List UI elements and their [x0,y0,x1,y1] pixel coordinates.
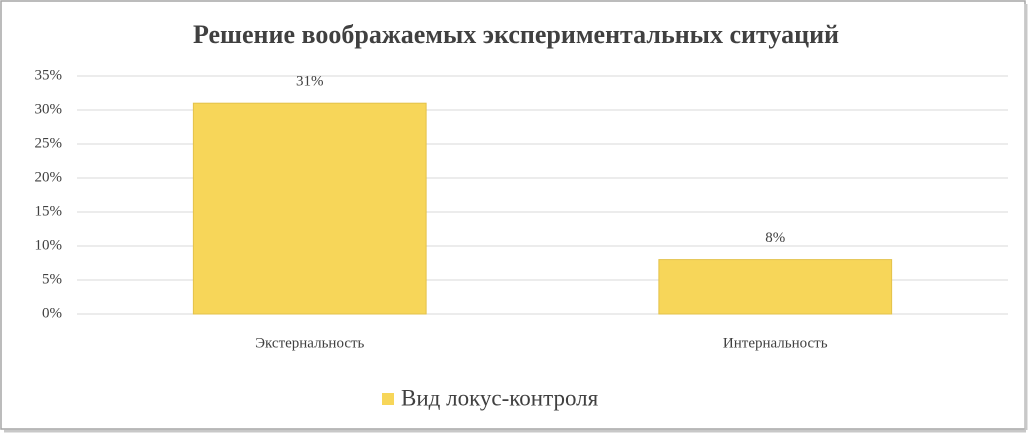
y-tick-label: 15% [35,203,63,219]
y-tick-label: 0% [42,305,62,321]
chart-title: Решение воображаемых экспериментальных с… [193,20,839,49]
value-label: 31% [296,74,324,90]
y-tick-label: 35% [35,67,63,83]
value-label: 8% [765,230,785,246]
x-tick-label: Экстернальность [255,335,364,351]
legend-label: Вид локус-контроля [401,385,599,410]
bar [658,259,893,315]
y-tick-label: 25% [35,135,63,151]
y-tick-label: 20% [35,169,63,185]
legend-swatch [382,393,394,405]
y-tick-label: 5% [42,271,62,287]
y-tick-label: 30% [35,101,63,117]
bar [192,102,427,315]
x-tick-label: Интернальность [723,335,828,351]
y-tick-label: 10% [35,237,63,253]
